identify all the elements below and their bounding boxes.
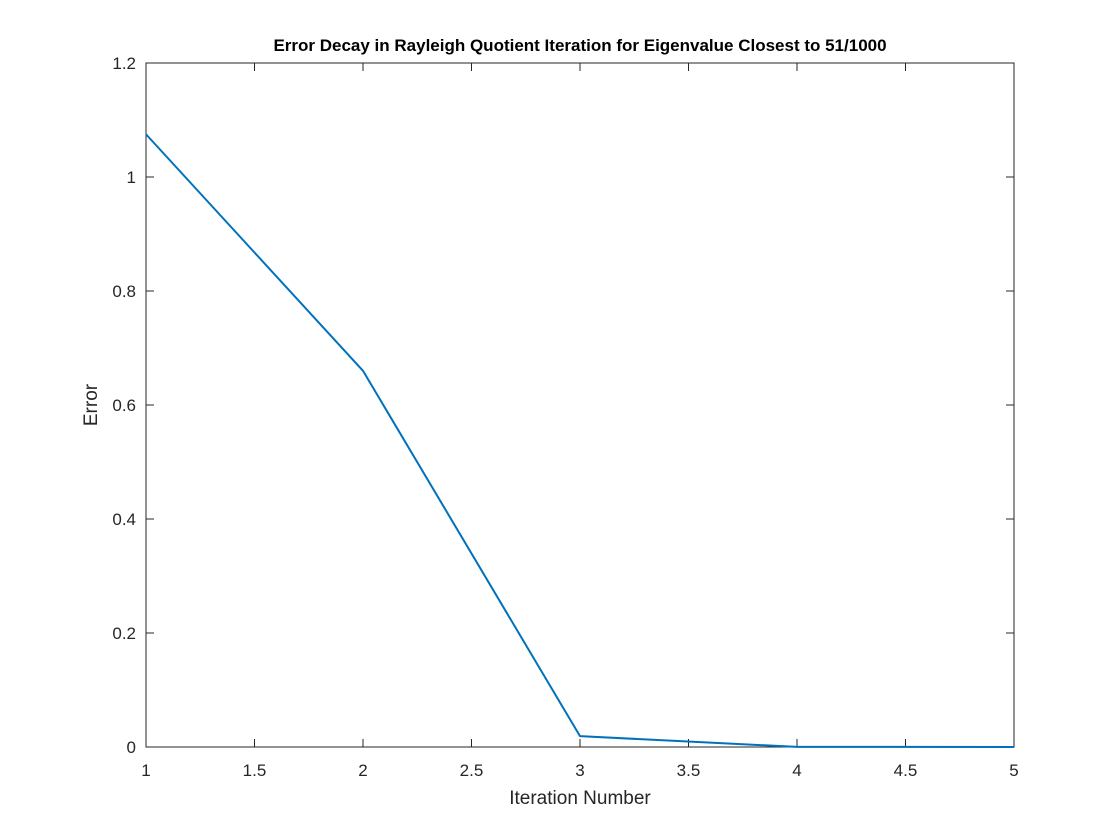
x-tick-label: 4.5 — [894, 761, 918, 780]
x-tick-label: 1.5 — [243, 761, 267, 780]
y-tick-label: 0 — [127, 738, 136, 757]
y-tick-label: 0.2 — [112, 624, 136, 643]
x-tick-label: 5 — [1009, 761, 1018, 780]
x-tick-label: 2 — [358, 761, 367, 780]
x-axis-label: Iteration Number — [509, 788, 651, 809]
chart-title: Error Decay in Rayleigh Quotient Iterati… — [273, 36, 886, 55]
x-tick-label: 2.5 — [460, 761, 484, 780]
y-tick-label: 0.8 — [112, 282, 136, 301]
y-tick-label: 1 — [127, 168, 136, 187]
series-line — [145, 133, 1015, 748]
y-axis-label: Error — [81, 383, 102, 426]
y-tick-label: 1.2 — [112, 54, 136, 73]
plot-area: 1 1.5 2 2.5 3 3.5 4 4.5 5 0 0.2 0.4 0.6 0.8 1 1.2 — [112, 54, 1018, 780]
x-tick-label: 3 — [575, 761, 584, 780]
x-tick-label: 4 — [792, 761, 801, 780]
x-tick-label: 3.5 — [677, 761, 701, 780]
x-tick-label: 1 — [141, 761, 150, 780]
y-tick-label: 0.6 — [112, 396, 136, 415]
y-tick-label: 0.4 — [112, 510, 136, 529]
